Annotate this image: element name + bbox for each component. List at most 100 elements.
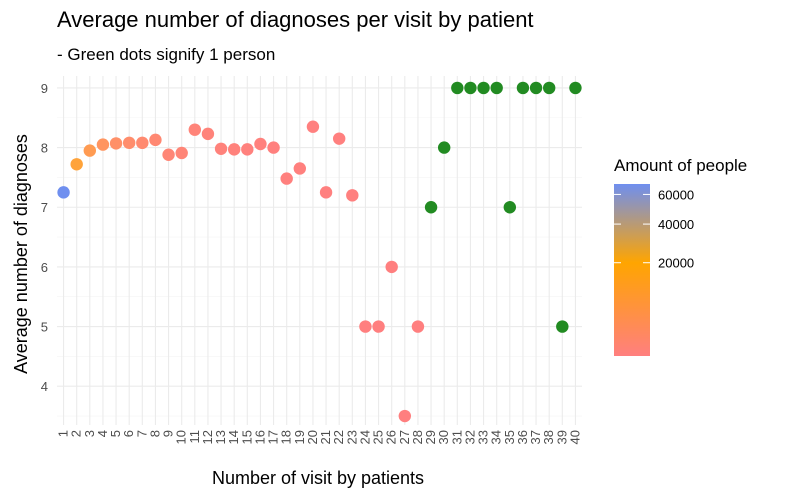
color-legend: Amount of people 20000 40000 60000 (614, 156, 747, 356)
x-tick-label: 4 (95, 430, 110, 437)
y-tick-label: 7 (41, 200, 48, 215)
x-tick-label: 20 (305, 430, 320, 444)
y-axis-title: Average number of diagnoses (11, 134, 31, 374)
data-point (254, 137, 267, 151)
x-tick-label: 28 (410, 430, 425, 444)
x-axis-title: Number of visit by patients (212, 468, 424, 488)
data-point (372, 320, 385, 333)
x-tick-label: 32 (462, 430, 477, 444)
data-point (175, 146, 188, 160)
data-point (346, 189, 359, 202)
data-point (556, 320, 569, 333)
x-tick-label: 36 (515, 430, 530, 444)
data-point (529, 81, 543, 95)
data-point (293, 162, 307, 175)
x-tick-label: 12 (200, 430, 215, 444)
x-axis-ticks: 1234567891011121314151617181920212223242… (56, 430, 583, 444)
x-tick-label: 40 (567, 430, 582, 444)
data-point (83, 144, 97, 157)
x-tick-label: 35 (502, 430, 517, 444)
legend-ticks: 20000 40000 60000 (614, 187, 694, 271)
x-tick-label: 18 (279, 430, 294, 444)
x-tick-label: 26 (384, 430, 399, 444)
x-tick-label: 29 (423, 430, 438, 444)
x-tick-label: 22 (331, 430, 346, 444)
data-point (96, 138, 110, 151)
y-axis-ticks: 4 5 6 7 8 9 (41, 81, 48, 394)
data-point (477, 81, 490, 95)
data-point (503, 201, 517, 214)
x-tick-label: 11 (187, 430, 202, 444)
data-point (57, 186, 70, 199)
legend-tick-label: 20000 (658, 256, 694, 271)
data-point (319, 186, 333, 199)
data-point (464, 81, 477, 95)
x-tick-label: 10 (174, 430, 189, 444)
data-point (227, 143, 241, 156)
data-point (398, 409, 412, 423)
x-tick-label: 23 (344, 430, 359, 444)
data-point (306, 120, 320, 133)
data-point (542, 81, 556, 95)
x-tick-label: 7 (134, 430, 149, 437)
data-point (109, 137, 123, 150)
x-tick-label: 31 (449, 430, 464, 444)
data-point (490, 81, 503, 95)
x-tick-label: 3 (82, 430, 97, 437)
data-point (241, 143, 254, 156)
chart-title: Average number of diagnoses per visit by… (57, 7, 534, 32)
data-point (359, 320, 372, 333)
legend-title: Amount of people (614, 156, 747, 175)
x-tick-label: 21 (318, 430, 333, 444)
data-point (70, 158, 83, 171)
y-tick-label: 4 (41, 379, 48, 394)
data-point (214, 142, 228, 155)
legend-tick-label: 60000 (658, 187, 694, 202)
data-points (57, 81, 582, 423)
data-point (437, 141, 451, 154)
x-tick-label: 34 (489, 430, 504, 444)
data-point (162, 148, 175, 161)
data-point (569, 81, 582, 95)
data-point (424, 201, 438, 214)
x-tick-label: 38 (541, 430, 556, 444)
data-point (201, 127, 215, 141)
data-point (332, 132, 346, 145)
x-tick-label: 15 (239, 430, 254, 444)
data-point (136, 136, 149, 150)
x-tick-label: 39 (554, 430, 569, 444)
data-point (451, 81, 464, 95)
x-tick-label: 33 (476, 430, 491, 444)
y-tick-label: 9 (41, 81, 48, 96)
data-point (267, 141, 280, 154)
grid-layer (57, 76, 582, 425)
y-tick-label: 6 (41, 260, 48, 275)
x-tick-label: 37 (528, 430, 543, 444)
x-tick-label: 13 (213, 430, 228, 444)
x-tick-label: 9 (161, 430, 176, 437)
data-point (516, 81, 530, 95)
data-point (385, 260, 398, 274)
x-tick-label: 19 (292, 430, 307, 444)
x-tick-label: 8 (147, 430, 162, 437)
y-tick-label: 8 (41, 141, 48, 156)
legend-colorbar (614, 184, 650, 356)
data-point (280, 172, 293, 185)
x-tick-label: 25 (371, 430, 386, 444)
x-tick-label: 2 (69, 430, 84, 437)
x-tick-label: 17 (266, 430, 281, 444)
chart-subtitle: - Green dots signify 1 person (57, 45, 276, 64)
x-tick-label: 16 (252, 430, 267, 444)
x-tick-label: 5 (108, 430, 123, 437)
x-tick-label: 6 (121, 430, 136, 437)
legend-tick-label: 40000 (658, 217, 694, 232)
x-tick-label: 14 (226, 430, 241, 444)
x-tick-label: 30 (436, 430, 451, 444)
data-point (122, 136, 136, 150)
data-point (411, 320, 425, 333)
x-tick-label: 27 (397, 430, 412, 444)
data-point (188, 123, 202, 136)
x-tick-label: 1 (56, 430, 71, 437)
y-tick-label: 5 (41, 320, 48, 335)
